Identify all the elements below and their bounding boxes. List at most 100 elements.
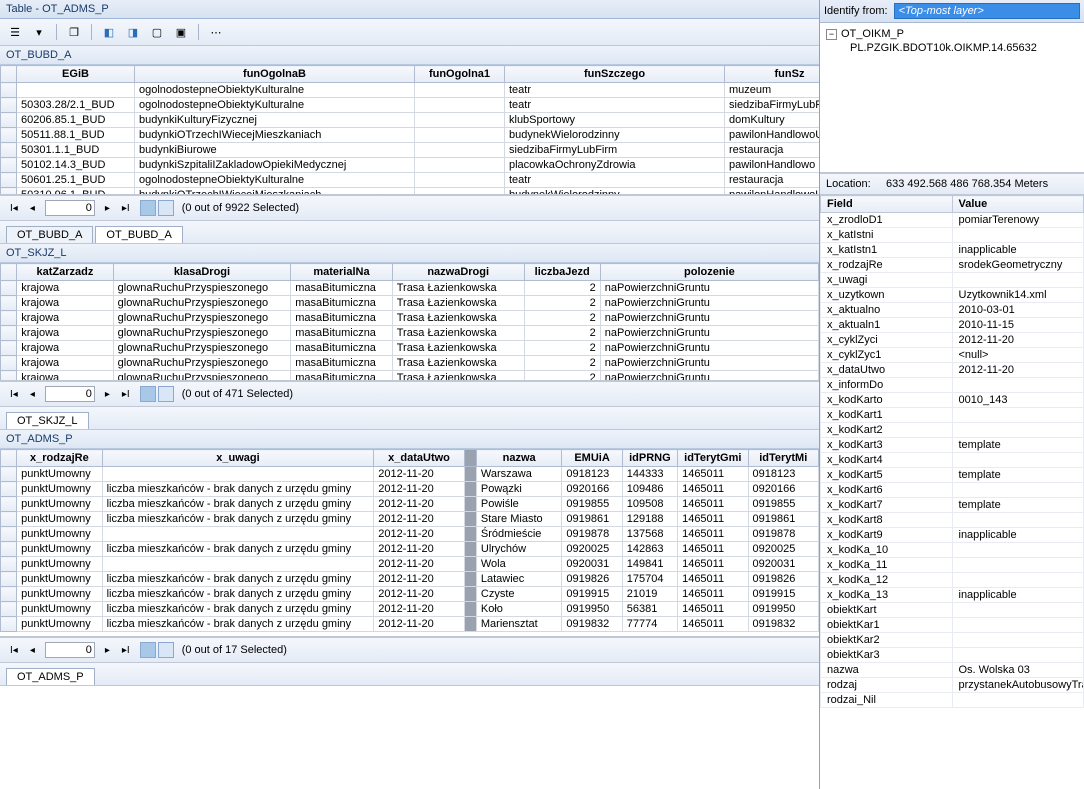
- row-selector[interactable]: [1, 482, 17, 497]
- cell[interactable]: siedzibaFirmyLubFirm: [505, 143, 725, 158]
- row-selector[interactable]: [1, 467, 17, 482]
- attr-header-field[interactable]: Field: [821, 196, 953, 213]
- table-row[interactable]: 50310.96.1_BUDbudynkiOTrzechIWiecejMiesz…: [1, 188, 820, 196]
- row-selector-header[interactable]: [1, 264, 17, 281]
- cell[interactable]: [464, 542, 476, 557]
- column-header[interactable]: x_uwagi: [102, 450, 374, 467]
- cell[interactable]: glownaRuchuPrzyspieszonego: [113, 326, 291, 341]
- cell[interactable]: Trasa Łazienkowska: [392, 341, 524, 356]
- cell[interactable]: 2012-11-20: [374, 512, 465, 527]
- row-selector[interactable]: [1, 326, 17, 341]
- row-selector[interactable]: [1, 98, 17, 113]
- cell[interactable]: 0919878: [562, 527, 622, 542]
- cell[interactable]: 0919861: [748, 512, 819, 527]
- cell[interactable]: krajowa: [17, 371, 113, 382]
- select-by-icon[interactable]: ◧: [100, 23, 118, 41]
- cell[interactable]: liczba mieszkańców - brak danych z urzęd…: [102, 617, 374, 632]
- cell[interactable]: teatr: [505, 173, 725, 188]
- attr-row[interactable]: x_kodKart7template: [821, 498, 1084, 513]
- cell[interactable]: Koło: [476, 602, 562, 617]
- cell[interactable]: 2012-11-20: [374, 587, 465, 602]
- row-selector[interactable]: [1, 83, 17, 98]
- table-row[interactable]: 60206.85.1_BUDbudynkiKulturyFizycznejklu…: [1, 113, 820, 128]
- cell[interactable]: budynkiOTrzechIWiecejMieszkaniach: [135, 128, 415, 143]
- cell[interactable]: liczba mieszkańców - brak danych z urzęd…: [102, 482, 374, 497]
- cell[interactable]: 1465011: [678, 587, 748, 602]
- table-row[interactable]: punktUmowny2012-11-20Warszawa09181231443…: [1, 467, 819, 482]
- show-selected-icon[interactable]: [158, 642, 174, 658]
- column-header[interactable]: liczbaJezd: [524, 264, 600, 281]
- cell[interactable]: 137568: [622, 527, 677, 542]
- table-row[interactable]: punktUmownyliczba mieszkańców - brak dan…: [1, 602, 819, 617]
- attr-row[interactable]: rodzai_Nil: [821, 693, 1084, 708]
- cell[interactable]: 0919950: [562, 602, 622, 617]
- cell[interactable]: 2012-11-20: [374, 572, 465, 587]
- column-header[interactable]: idPRNG: [622, 450, 677, 467]
- cell[interactable]: krajowa: [17, 281, 113, 296]
- table-row[interactable]: punktUmownyliczba mieszkańców - brak dan…: [1, 587, 819, 602]
- cell[interactable]: teatr: [505, 83, 725, 98]
- record-number-input[interactable]: [45, 200, 95, 216]
- cell[interactable]: 0919861: [562, 512, 622, 527]
- cell[interactable]: 50102.14.3_BUD: [17, 158, 135, 173]
- column-header[interactable]: funSz: [725, 66, 820, 83]
- column-header[interactable]: klasaDrogi: [113, 264, 291, 281]
- attr-row[interactable]: x_kodKart6: [821, 483, 1084, 498]
- tree-root-node[interactable]: − OT_OIKM_P: [826, 27, 1078, 41]
- cell[interactable]: 0919855: [562, 497, 622, 512]
- cell[interactable]: masaBitumiczna: [291, 371, 392, 382]
- cell[interactable]: 2012-11-20: [374, 527, 465, 542]
- cell[interactable]: [415, 98, 505, 113]
- cell[interactable]: krajowa: [17, 326, 113, 341]
- cell[interactable]: naPowierzchniGruntu: [600, 326, 818, 341]
- cell[interactable]: pawilonHandlowoU: [725, 188, 820, 196]
- tree-collapse-icon[interactable]: −: [826, 29, 837, 40]
- attr-row[interactable]: x_kodKart1: [821, 408, 1084, 423]
- cell[interactable]: pawilonHandlowo: [725, 158, 820, 173]
- cell[interactable]: Latawiec: [476, 572, 562, 587]
- cell[interactable]: punktUmowny: [17, 482, 103, 497]
- cell[interactable]: 0920025: [748, 542, 819, 557]
- cell[interactable]: naPowierzchniGruntu: [600, 341, 818, 356]
- cell[interactable]: 56381: [622, 602, 677, 617]
- cell[interactable]: 1465011: [678, 482, 748, 497]
- cell[interactable]: 50303.28/2.1_BUD: [17, 98, 135, 113]
- cell[interactable]: 2012-11-20: [374, 467, 465, 482]
- cell[interactable]: glownaRuchuPrzyspieszonego: [113, 311, 291, 326]
- tab[interactable]: OT_BUBD_A: [6, 226, 93, 243]
- row-selector[interactable]: [1, 512, 17, 527]
- attr-row[interactable]: obiektKart: [821, 603, 1084, 618]
- column-header[interactable]: funSzczego: [505, 66, 725, 83]
- table-row[interactable]: punktUmownyliczba mieszkańców - brak dan…: [1, 482, 819, 497]
- prev-record-button[interactable]: ◂: [28, 389, 37, 400]
- cell[interactable]: 0919915: [748, 587, 819, 602]
- show-all-icon[interactable]: [140, 642, 156, 658]
- tab[interactable]: OT_ADMS_P: [6, 668, 95, 685]
- table-row[interactable]: punktUmownyliczba mieszkańców - brak dan…: [1, 512, 819, 527]
- dropdown-icon[interactable]: ▾: [30, 23, 48, 41]
- cell[interactable]: 2: [524, 371, 600, 382]
- cell[interactable]: 1465011: [678, 572, 748, 587]
- column-header[interactable]: EGiB: [17, 66, 135, 83]
- cell[interactable]: liczba mieszkańców - brak danych z urzęd…: [102, 587, 374, 602]
- cell[interactable]: krajowa: [17, 356, 113, 371]
- cell[interactable]: masaBitumiczna: [291, 356, 392, 371]
- column-header[interactable]: materialNa: [291, 264, 392, 281]
- table-row[interactable]: krajowaglownaRuchuPrzyspieszonegomasaBit…: [1, 296, 819, 311]
- row-selector[interactable]: [1, 587, 17, 602]
- cell[interactable]: glownaRuchuPrzyspieszonego: [113, 281, 291, 296]
- column-header[interactable]: funOgolna1: [415, 66, 505, 83]
- cell[interactable]: 1465011: [678, 467, 748, 482]
- cell[interactable]: krajowa: [17, 296, 113, 311]
- attr-row[interactable]: x_aktualno2010-03-01: [821, 303, 1084, 318]
- table-row[interactable]: krajowaglownaRuchuPrzyspieszonegomasaBit…: [1, 371, 819, 382]
- column-header[interactable]: x_dataUtwo: [374, 450, 465, 467]
- cell[interactable]: punktUmowny: [17, 587, 103, 602]
- attr-row[interactable]: x_zrodloD1pomiarTerenowy: [821, 213, 1084, 228]
- cell[interactable]: budynekWielorodzinny: [505, 188, 725, 196]
- row-selector[interactable]: [1, 173, 17, 188]
- row-selector[interactable]: [1, 311, 17, 326]
- row-selector[interactable]: [1, 281, 17, 296]
- cell[interactable]: 129188: [622, 512, 677, 527]
- row-selector[interactable]: [1, 371, 17, 382]
